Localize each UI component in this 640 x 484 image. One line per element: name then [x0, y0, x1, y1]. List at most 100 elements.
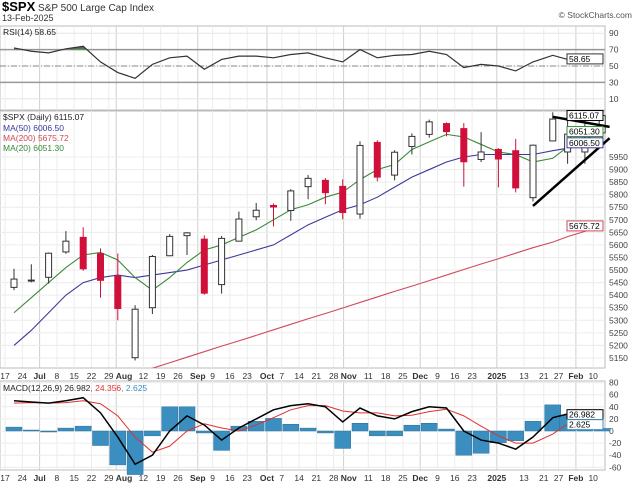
ma-line-ma200	[151, 225, 603, 368]
x-tick-label: Dec	[412, 473, 428, 483]
price-tick-label: 5800	[609, 190, 628, 200]
macd-tick-label: 60	[609, 390, 619, 400]
candle	[287, 189, 295, 221]
x-tick-label: 7	[279, 473, 284, 483]
x-tick-label: 24	[18, 371, 28, 381]
x-tick-label: 8	[55, 371, 60, 381]
candle-body	[10, 278, 18, 288]
macd-hist-bar	[57, 427, 75, 432]
chart-header: $SPX S&P 500 Large Cap Index	[2, 0, 154, 15]
panel-price	[0, 110, 606, 369]
candle-body	[183, 232, 191, 237]
x-tick-label: Jul	[33, 371, 45, 381]
x-tick-label: 25	[398, 473, 408, 483]
rsi-value-tag-box	[566, 53, 604, 65]
x-tick-label: 27	[554, 371, 564, 381]
credit: © StockCharts.com	[558, 10, 632, 20]
macd-hist-bar	[420, 423, 438, 432]
ma200-legend: MA(200) 5675.72	[3, 133, 69, 143]
price-tick-label: 5950	[609, 152, 628, 162]
x-tick-label: 14	[294, 473, 304, 483]
price-tick-label: 5850	[609, 177, 628, 187]
x-tick-label: 21	[312, 371, 322, 381]
candle	[270, 203, 277, 227]
x-tick-label: Nov	[341, 371, 357, 381]
symbol: $SPX	[2, 0, 36, 14]
x-tick-label: 14	[294, 371, 304, 381]
x-tick-label: 8	[55, 473, 60, 483]
candle	[304, 175, 312, 200]
macd-tick-label: -40	[609, 450, 622, 460]
x-tick-label: Oct	[260, 371, 274, 381]
candle	[218, 235, 226, 294]
price-value-tag-box	[566, 110, 604, 122]
candle	[200, 235, 208, 295]
rsi-tick-label: 70	[609, 45, 619, 55]
macd-hist-bar	[40, 430, 57, 433]
candle-body	[97, 253, 104, 281]
macd-hist-bar	[282, 423, 300, 432]
x-tick-label: Feb	[568, 371, 583, 381]
ma20-value-tag: 6051.30	[566, 126, 604, 138]
candle-body	[131, 308, 139, 359]
candle	[252, 202, 260, 221]
candle	[373, 140, 381, 182]
rsi-overbought-fill	[14, 46, 603, 50]
x-tick-label: 27	[554, 473, 564, 483]
x-tick-label: 10	[588, 473, 598, 483]
x-tick-label: 12	[139, 371, 149, 381]
price-tick-label: 5400	[609, 290, 628, 300]
x-tick-label: 13	[519, 473, 529, 483]
candle-body	[460, 128, 468, 163]
candle-body	[148, 255, 156, 309]
x-tick-label: 18	[381, 371, 391, 381]
candle-body	[408, 135, 416, 147]
x-tick-label: 28	[329, 473, 339, 483]
macd-legend-hist: , 2.625	[121, 383, 148, 393]
x-tick-label: 26	[173, 473, 183, 483]
macd-tick-label: -60	[609, 462, 622, 472]
candle	[477, 132, 485, 163]
candle-body	[62, 240, 70, 253]
macd-signal-line	[13, 400, 603, 453]
x-tick-label: 29	[104, 371, 114, 381]
x-tick-label: 13	[519, 371, 529, 381]
x-tick-label: 9	[210, 473, 215, 483]
macd-hist-bar	[23, 429, 40, 432]
candle	[425, 119, 433, 138]
ma200-value-tag-text: 5675.72	[569, 221, 600, 231]
price-tick-label: 5550	[609, 252, 628, 262]
x-tick-label: Sep	[190, 371, 206, 381]
x-tick-label: 9	[210, 371, 215, 381]
x-tick-label: Oct	[260, 473, 274, 483]
candle-body	[200, 238, 208, 294]
macd-hist-bar	[265, 418, 282, 432]
candle	[62, 231, 70, 254]
x-tick-label: 23	[242, 473, 252, 483]
macd-hist-bar	[438, 428, 455, 432]
candle-body	[494, 148, 502, 160]
x-tick-label: 26	[173, 371, 183, 381]
candle-body	[27, 279, 35, 282]
x-tick-label: Nov	[341, 473, 357, 483]
rsi-tick-label: 30	[609, 77, 619, 87]
candle-body	[529, 144, 537, 199]
macd-hist-bar	[386, 430, 403, 437]
x-tick-label: 10	[588, 371, 598, 381]
price-value-tag-text: 6115.07	[569, 111, 599, 121]
macd-hist-bar	[507, 430, 524, 441]
candle	[512, 138, 520, 193]
x-tick-label: 9	[435, 371, 440, 381]
x-tick-label: 16	[450, 473, 460, 483]
candle	[183, 232, 191, 255]
x-tick-label: 19	[156, 473, 166, 483]
trendline	[552, 115, 610, 129]
candle	[391, 150, 399, 181]
x-tick-label: Jul	[33, 473, 45, 483]
candle	[356, 141, 364, 219]
price-tick-label: 5300	[609, 315, 628, 325]
x-tick-label: 16	[225, 371, 235, 381]
macd-line	[13, 396, 603, 466]
